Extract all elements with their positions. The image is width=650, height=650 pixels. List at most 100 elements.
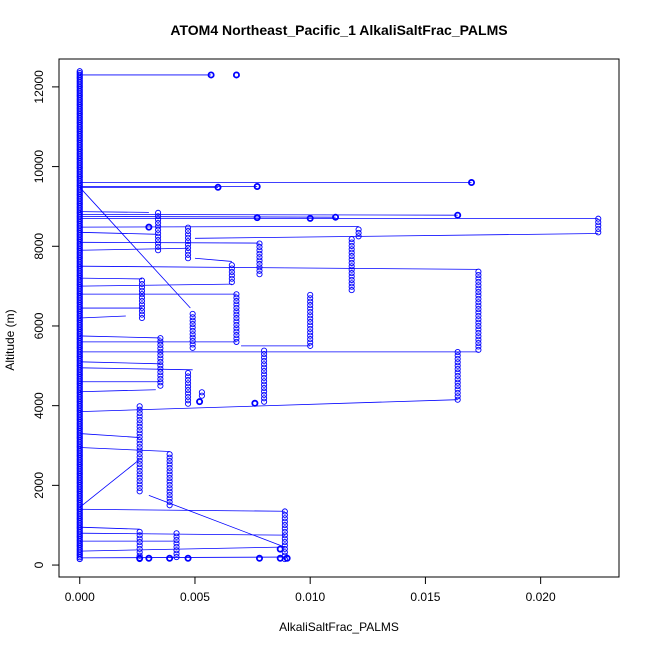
data-line <box>79 187 191 309</box>
data-point <box>475 306 482 313</box>
data-line <box>79 459 140 508</box>
data-line <box>79 213 458 216</box>
data-point <box>166 471 173 478</box>
data-point <box>475 285 482 292</box>
data-point-cluster <box>255 554 263 562</box>
data-point <box>454 383 461 390</box>
data-point <box>136 478 143 485</box>
data-point <box>348 263 355 270</box>
data-point <box>136 464 143 471</box>
data-point <box>136 447 143 454</box>
data-point <box>155 223 162 230</box>
data-point <box>189 317 196 324</box>
data-line <box>79 225 359 228</box>
data-point <box>157 352 164 359</box>
data-point <box>173 550 180 557</box>
data-point <box>138 277 146 284</box>
data-point <box>261 374 268 381</box>
data-point <box>348 287 355 294</box>
data-point <box>136 488 143 495</box>
data-point <box>475 292 482 299</box>
data-point <box>233 301 240 308</box>
data-point <box>136 545 143 552</box>
data-point <box>261 388 268 395</box>
data-point <box>136 413 143 420</box>
data-point <box>136 481 143 488</box>
data-point <box>136 437 143 444</box>
data-point <box>138 284 146 291</box>
data-line <box>79 231 159 235</box>
data-line <box>79 447 170 452</box>
data-line <box>79 367 193 371</box>
data-point <box>173 533 180 540</box>
data-point <box>233 291 240 298</box>
plot-frame <box>58 58 620 578</box>
data-point <box>475 309 482 316</box>
data-point-cluster <box>468 179 476 187</box>
data-line <box>194 233 599 239</box>
data-point <box>136 416 143 423</box>
data-point <box>307 322 314 329</box>
data-point <box>155 243 162 250</box>
data-point <box>348 259 355 266</box>
data-point <box>233 311 240 318</box>
data-point <box>185 234 192 241</box>
data-point <box>454 386 461 393</box>
y-tick-label: 6000 <box>32 312 46 339</box>
data-point <box>136 552 143 559</box>
data-point-cluster <box>283 554 291 562</box>
data-point <box>185 224 192 231</box>
data-point <box>233 328 240 335</box>
data-point <box>233 308 240 315</box>
data-point <box>348 280 355 287</box>
data-point <box>454 376 461 383</box>
data-point-cluster <box>232 71 240 79</box>
data-point <box>136 430 143 437</box>
data-point <box>228 272 235 279</box>
data-point-cluster <box>145 554 153 562</box>
data-point <box>157 355 164 362</box>
data-point <box>173 530 180 537</box>
data-point <box>261 351 268 358</box>
data-point <box>157 372 164 379</box>
data-point-cluster <box>196 398 204 406</box>
data-point-cluster <box>306 214 314 222</box>
y-tick-label: 4000 <box>32 392 46 419</box>
data-point <box>155 226 162 233</box>
data-line <box>79 556 285 559</box>
data-point <box>475 326 482 333</box>
data-point-cluster <box>166 554 174 562</box>
data-point <box>136 410 143 417</box>
data-point-cluster <box>184 554 192 562</box>
data-point <box>155 233 162 240</box>
data-point <box>228 265 235 272</box>
data-point <box>307 329 314 336</box>
data-point <box>233 298 240 305</box>
data-point <box>475 299 482 306</box>
data-point <box>348 273 355 280</box>
data-point <box>256 257 263 264</box>
x-axis-label: AlkaliSaltFrac_PALMS <box>279 620 399 634</box>
data-point <box>281 518 288 525</box>
data-point <box>157 369 164 376</box>
data-point <box>281 535 288 542</box>
data-point <box>228 275 235 282</box>
data-point <box>281 515 288 522</box>
data-point <box>475 323 482 330</box>
data-point <box>256 267 263 274</box>
data-point-cluster <box>145 223 153 231</box>
data-point <box>157 345 164 352</box>
data-point-cluster <box>276 554 284 562</box>
data-point <box>136 423 143 430</box>
data-point <box>166 458 173 465</box>
y-axis: 0 2000 4000 6000 8000 10000 12000 <box>32 70 60 568</box>
data-point <box>185 241 192 248</box>
data-point <box>166 495 173 502</box>
data-point <box>138 314 146 322</box>
data-point <box>281 542 288 549</box>
x-tick-label: 0.000 <box>65 590 95 604</box>
data-point <box>454 359 461 366</box>
data-point-cluster <box>253 183 261 191</box>
data-point <box>307 312 314 319</box>
